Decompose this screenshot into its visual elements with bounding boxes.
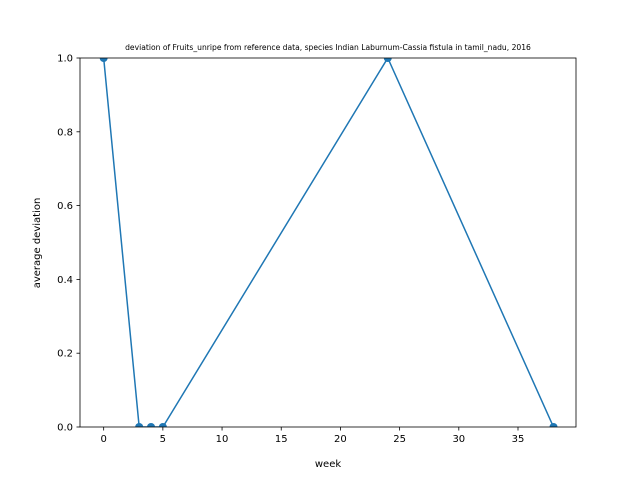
- x-tick-label: 0: [100, 434, 106, 445]
- x-tick-label: 5: [160, 434, 166, 445]
- x-tick-label: 20: [334, 434, 347, 445]
- x-tick-label: 25: [393, 434, 406, 445]
- y-tick-label: 0.6: [57, 201, 73, 212]
- axes-frame: [79, 57, 577, 428]
- series-line: [102, 58, 555, 427]
- y-axis-label: average deviation: [32, 198, 43, 289]
- y-tick-label: 0.4: [57, 275, 73, 286]
- x-tick-label: 10: [216, 434, 229, 445]
- y-tick-label: 0.0: [57, 423, 73, 434]
- chart-title: deviation of Fruits_unripe from referenc…: [125, 43, 531, 52]
- data-point: [147, 423, 156, 427]
- y-tick-label: 1.0: [57, 54, 73, 65]
- data-point: [135, 423, 144, 427]
- x-tick-label: 35: [512, 434, 525, 445]
- x-axis-label: week: [315, 459, 341, 470]
- y-tick-label: 0.8: [57, 127, 73, 138]
- data-point: [99, 58, 108, 62]
- plot-area: 0 5 10 15 20 25 30 35 0.0 0.2 0.4 0.6 0.8 1.0: [57, 54, 577, 445]
- data-point: [549, 423, 558, 427]
- data-point: [158, 423, 167, 427]
- data-point: [383, 58, 392, 62]
- x-tick-label: 30: [452, 434, 465, 445]
- y-tick-label: 0.2: [57, 349, 73, 360]
- x-tick-label: 15: [275, 434, 288, 445]
